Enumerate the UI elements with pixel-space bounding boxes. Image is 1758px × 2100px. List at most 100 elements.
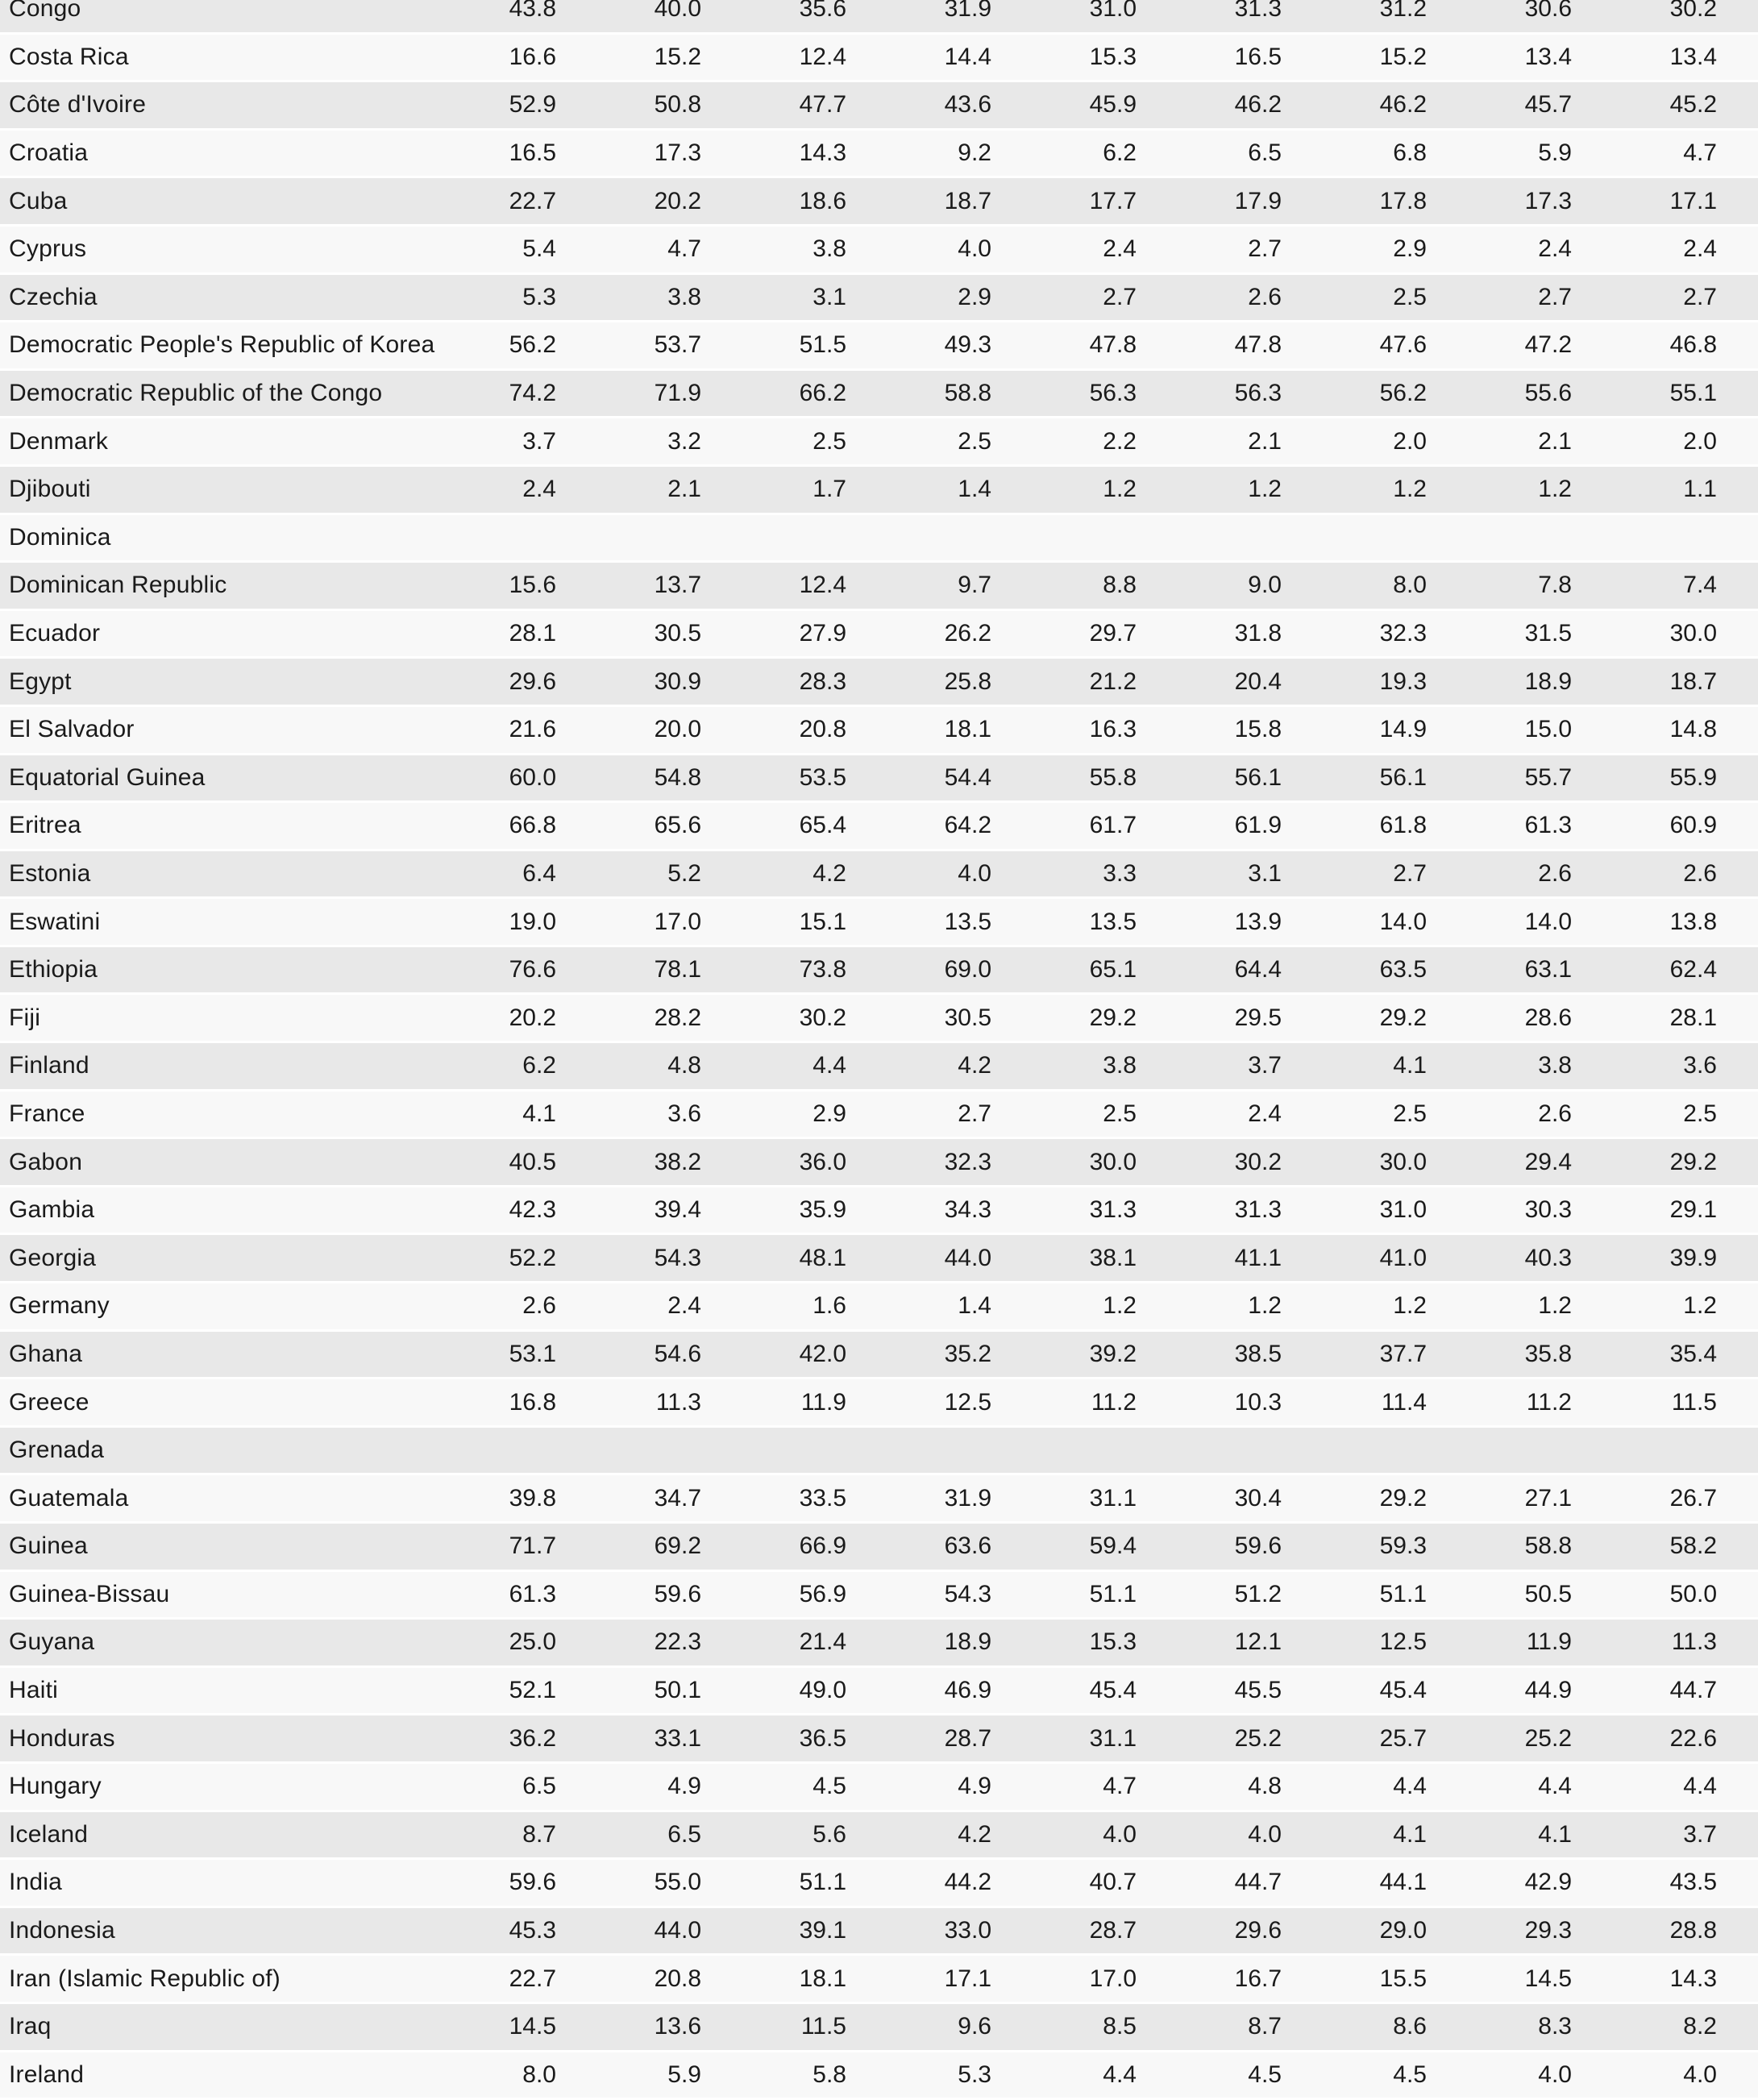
value-cell: 30.0 bbox=[1669, 620, 1717, 647]
value-cell: 4.4 bbox=[1683, 1773, 1717, 1800]
table-row: Honduras 36.2 33.1 36.5 28.7 31.1 25.2 25.7 25.2… bbox=[0, 1715, 1758, 1764]
value-cell: 4.0 bbox=[1538, 2060, 1572, 2088]
value-cell: 20.8 bbox=[654, 1965, 701, 1992]
country-name: Honduras bbox=[9, 1724, 115, 1752]
value-cell: 13.6 bbox=[654, 2013, 701, 2040]
table-row: Haiti 52.1 50.1 49.0 46.9 45.4 45.5 45.4 44.9 44.… bbox=[0, 1667, 1758, 1716]
country-name: Croatia bbox=[9, 139, 89, 167]
value-cell: 51.1 bbox=[799, 1869, 846, 1896]
value-cell: 26.7 bbox=[1669, 1484, 1717, 1512]
value-cell: 17.9 bbox=[1234, 187, 1282, 214]
value-cell: 28.7 bbox=[944, 1724, 991, 1752]
value-cell: 15.3 bbox=[1089, 43, 1137, 70]
country-name: Dominican Republic bbox=[9, 572, 227, 599]
value-cell: 2.1 bbox=[1248, 427, 1282, 455]
value-cell: 4.4 bbox=[1393, 1773, 1427, 1800]
value-cell: 40.3 bbox=[1524, 1244, 1572, 1271]
value-cell: 55.7 bbox=[1524, 763, 1572, 791]
value-cell: 29.6 bbox=[1234, 1917, 1282, 1944]
value-cell: 6.4 bbox=[522, 859, 556, 887]
value-cell: 29.3 bbox=[1524, 1917, 1572, 1944]
value-cell: 28.7 bbox=[1089, 1917, 1137, 1944]
value-cell: 15.2 bbox=[654, 43, 701, 70]
value-cell: 5.9 bbox=[667, 2060, 701, 2088]
value-cell: 51.2 bbox=[1234, 1580, 1282, 1607]
country-name: Ghana bbox=[9, 1340, 83, 1367]
value-cell: 35.6 bbox=[799, 0, 846, 23]
value-cell: 64.4 bbox=[1234, 956, 1282, 983]
value-cell: 61.7 bbox=[1089, 812, 1137, 839]
value-cell: 51.1 bbox=[1379, 1580, 1427, 1607]
value-cell: 30.5 bbox=[654, 620, 701, 647]
value-cell: 8.6 bbox=[1393, 2013, 1427, 2040]
country-name: India bbox=[9, 1869, 63, 1896]
value-cell: 58.8 bbox=[944, 380, 991, 407]
value-cell: 31.0 bbox=[1379, 1196, 1427, 1224]
table-row: Iran (Islamic Republic of) 22.7 20.8 18.1 17… bbox=[0, 1956, 1758, 2004]
value-cell: 1.2 bbox=[1393, 1292, 1427, 1320]
value-cell: 20.2 bbox=[654, 187, 701, 214]
value-cell: 6.2 bbox=[522, 1052, 556, 1079]
value-cell: 11.5 bbox=[1671, 1388, 1717, 1416]
value-cell: 55.0 bbox=[654, 1869, 701, 1896]
value-cell: 2.1 bbox=[1538, 427, 1572, 455]
value-cell: 11.9 bbox=[1526, 1628, 1572, 1656]
value-cell: 44.7 bbox=[1669, 1677, 1717, 1704]
value-cell: 2.5 bbox=[813, 427, 846, 455]
value-cell: 3.7 bbox=[522, 427, 556, 455]
value-cell: 61.9 bbox=[1234, 812, 1282, 839]
value-cell: 2.6 bbox=[1538, 1100, 1572, 1127]
table-row: El Salvador 21.6 20.0 20.8 18.1 16.3 15.8 14.9 1… bbox=[0, 706, 1758, 755]
value-cell: 3.8 bbox=[1103, 1052, 1137, 1079]
country-name: Ecuador bbox=[9, 620, 101, 647]
value-cell: 69.0 bbox=[944, 956, 991, 983]
value-cell: 4.4 bbox=[1103, 2060, 1137, 2088]
value-cell: 32.3 bbox=[1379, 620, 1427, 647]
value-cell: 2.6 bbox=[1538, 859, 1572, 887]
value-cell: 15.8 bbox=[1234, 716, 1282, 743]
value-cell: 36.5 bbox=[799, 1724, 846, 1752]
value-cell: 2.1 bbox=[667, 476, 701, 503]
value-cell: 60.9 bbox=[1669, 812, 1717, 839]
value-cell: 15.2 bbox=[1379, 43, 1427, 70]
value-cell: 16.8 bbox=[509, 1388, 556, 1416]
value-cell: 42.0 bbox=[799, 1340, 846, 1367]
table-row: Egypt 29.6 30.9 28.3 25.8 21.2 20.4 19.3 18.9 18.… bbox=[0, 659, 1758, 707]
value-cell: 55.6 bbox=[1524, 380, 1572, 407]
table-row: Dominica bbox=[0, 514, 1758, 563]
country-name: Iraq bbox=[9, 2013, 52, 2040]
table-row: Dominican Republic 15.6 13.7 12.4 9.7 8.8 9.0 8… bbox=[0, 563, 1758, 611]
value-cell: 73.8 bbox=[799, 956, 846, 983]
value-cell: 38.2 bbox=[654, 1148, 701, 1175]
value-cell: 56.9 bbox=[799, 1580, 846, 1607]
value-cell: 18.9 bbox=[944, 1628, 991, 1656]
value-cell: 46.2 bbox=[1379, 91, 1427, 119]
value-cell: 25.0 bbox=[509, 1628, 556, 1656]
country-name: Guyana bbox=[9, 1628, 95, 1656]
value-cell: 2.9 bbox=[813, 1100, 846, 1127]
value-cell: 56.1 bbox=[1379, 763, 1427, 791]
value-cell: 2.4 bbox=[1683, 235, 1717, 263]
value-cell: 2.5 bbox=[1393, 1100, 1427, 1127]
value-cell: 1.1 bbox=[1683, 476, 1717, 503]
value-cell: 41.0 bbox=[1379, 1244, 1427, 1271]
value-cell: 21.4 bbox=[799, 1628, 846, 1656]
country-name: Greece bbox=[9, 1388, 89, 1416]
table-row: Georgia 52.2 54.3 48.1 44.0 38.1 41.1 41.0 40.3 3… bbox=[0, 1235, 1758, 1284]
value-cell: 14.0 bbox=[1524, 908, 1572, 935]
value-cell: 2.7 bbox=[958, 1100, 991, 1127]
value-cell: 33.0 bbox=[944, 1917, 991, 1944]
value-cell: 50.1 bbox=[654, 1677, 701, 1704]
value-cell: 33.5 bbox=[799, 1484, 846, 1512]
value-cell: 50.8 bbox=[654, 91, 701, 119]
value-cell: 4.8 bbox=[667, 1052, 701, 1079]
value-cell: 2.5 bbox=[1103, 1100, 1137, 1127]
value-cell: 2.9 bbox=[1393, 235, 1427, 263]
value-cell: 2.2 bbox=[1103, 427, 1137, 455]
value-cell: 25.2 bbox=[1524, 1724, 1572, 1752]
value-cell: 2.7 bbox=[1393, 859, 1427, 887]
value-cell: 74.2 bbox=[509, 380, 556, 407]
value-cell: 33.1 bbox=[654, 1724, 701, 1752]
value-cell: 44.1 bbox=[1379, 1869, 1427, 1896]
value-cell: 48.1 bbox=[799, 1244, 846, 1271]
